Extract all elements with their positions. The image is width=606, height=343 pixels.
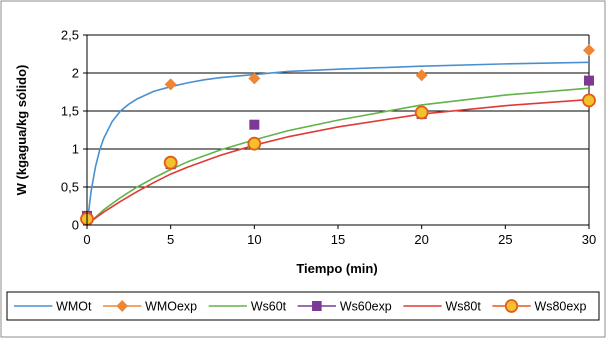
data-point-wmoexp [164,78,177,91]
y-tick-label: 1,5 [61,104,79,119]
series-points-ws80exp [80,93,596,226]
x-tick-label: 5 [167,232,174,247]
y-tick-label: 2 [72,66,79,81]
x-axis-title: Tiempo (min) [296,261,377,276]
data-point-wmoexp [583,44,595,57]
data-point-ws80exp [414,105,429,120]
legend-label: Ws60t [251,298,287,313]
legend: WMOt WMOexp Ws60t Ws60exp Ws80t Ws80exp [14,298,587,314]
data-point-wmoexp [415,69,428,82]
x-tick-label: 0 [83,232,90,247]
y-axis-title: W (kgagua/kg sólido) [14,65,29,196]
legend-label: WMOt [56,298,92,313]
data-point-ws60exp [584,75,594,86]
legend-label: WMOexp [145,298,197,313]
legend-label: Ws60exp [340,298,392,313]
x-tick-label: 30 [582,232,596,247]
axes [83,34,590,229]
legend-entry-ws60exp: Ws60exp [297,298,392,314]
y-tick-label: 0 [72,218,79,233]
series-line-ws60t [86,87,590,226]
grid-lines [87,34,590,225]
x-tick-label: 10 [247,232,261,247]
legend-entry-ws60t: Ws60t [208,298,287,314]
y-tick-label: 0,5 [61,180,79,195]
series-line-ws80t [86,98,590,226]
series-layer [80,44,596,226]
x-tick-label: 25 [498,232,512,247]
data-point-ws80exp [247,136,262,151]
legend-entry-ws80exp: Ws80exp [492,298,587,314]
x-tick-label: 20 [414,232,428,247]
tick-labels: 0 0,5 1 1,5 2 2,5 0 5 10 15 20 25 30 [61,28,596,248]
legend-label: Ws80exp [535,298,587,313]
y-tick-label: 1 [72,142,79,157]
y-tick-label: 2,5 [61,28,79,43]
legend-entry-ws80t: Ws80t [403,298,482,314]
data-point-ws60exp [249,119,260,130]
x-tick-label: 15 [331,232,345,247]
legend-entry-wmot: WMOt [14,298,92,314]
series-line-wmot [86,61,590,226]
data-point-ws80exp [163,155,178,170]
data-point-wmoexp [248,72,261,85]
legend-swatch-marker [504,299,519,313]
legend-label: Ws80t [446,298,482,313]
data-point-ws80exp [582,93,596,108]
legend-swatch-marker [312,301,322,311]
